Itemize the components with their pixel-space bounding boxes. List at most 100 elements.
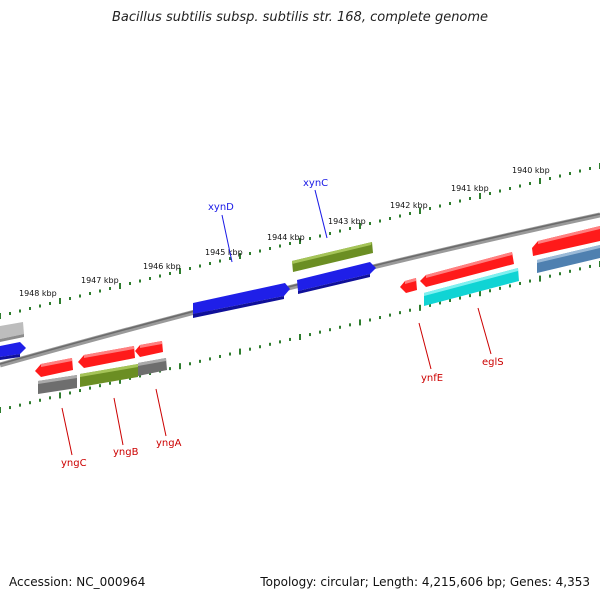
gene-arrow-steelblue[interactable]: [537, 245, 600, 273]
outer-tick: [399, 214, 401, 218]
outer-tick: [309, 237, 311, 240]
gene-label-xynD[interactable]: xynD: [208, 202, 234, 213]
outer-tick: [139, 279, 141, 283]
inner-tick: [199, 359, 201, 363]
inner-tick: [59, 392, 61, 399]
outer-tick: [19, 309, 21, 313]
inner-tick: [589, 264, 591, 268]
outer-tick: [219, 259, 221, 263]
inner-tick: [89, 386, 91, 390]
inner-tick: [109, 381, 111, 385]
outer-tick: [129, 282, 131, 285]
inner-tick: [0, 407, 1, 413]
outer-tick: [329, 232, 331, 235]
gene-arrow-red-yngB-top[interactable]: [78, 346, 135, 368]
map-title: Bacillus subtilis subsp. subtilis str. 1…: [111, 10, 489, 25]
kbp-labels: 1940 kbp 1941 kbp 1942 kbp 1943 kbp 1944…: [19, 166, 550, 298]
kbp-label-1944: 1944 kbp: [267, 233, 305, 242]
outer-tick: [439, 204, 441, 208]
outer-tick: [29, 307, 31, 310]
gene-arrow-blue-2[interactable]: [297, 262, 376, 291]
inner-tick: [419, 304, 421, 311]
outer-tick: [359, 223, 361, 229]
inner-tick: [379, 316, 381, 320]
inner-tick: [79, 389, 81, 393]
outer-tick: [569, 172, 571, 175]
outer-tick: [99, 289, 101, 293]
inner-tick: [49, 396, 51, 400]
inner-tick: [209, 357, 211, 361]
inner-tick: [9, 406, 11, 410]
outer-tick: [589, 167, 591, 170]
outer-tick: [529, 182, 531, 185]
gene-arrow-blue-left[interactable]: [0, 342, 26, 357]
inner-tick: [509, 284, 511, 288]
outer-tick: [499, 189, 501, 193]
inner-tick: [69, 391, 71, 395]
inner-tick: [339, 325, 341, 329]
inner-tick: [19, 403, 21, 407]
outer-tick: [539, 178, 541, 184]
inner-tick: [299, 334, 301, 340]
outer-tick: [549, 177, 551, 180]
outer-tick: [69, 297, 71, 300]
gene-arrow-gray-left[interactable]: [0, 322, 24, 339]
inner-tick: [459, 296, 461, 300]
outer-tick: [119, 283, 121, 289]
outer-tick: [159, 274, 161, 278]
outer-tick: [369, 222, 371, 225]
outer-tick: [319, 234, 321, 238]
kbp-label-1941: 1941 kbp: [451, 184, 489, 193]
inner-tick: [559, 272, 561, 276]
outer-tick: [239, 253, 241, 259]
inner-tick: [309, 333, 311, 337]
gene-label-ynfE[interactable]: ynfE: [421, 373, 443, 384]
gene-label-yngA[interactable]: yngA: [156, 438, 182, 449]
inner-tick: [449, 299, 451, 302]
outer-tick: [39, 304, 41, 308]
outer-tick: [229, 257, 231, 260]
kbp-label-1946: 1946 kbp: [143, 262, 181, 271]
inner-tick: [399, 311, 401, 315]
outer-tick: [289, 242, 291, 245]
outer-tick: [469, 197, 471, 200]
outer-tick: [169, 272, 171, 275]
gene-arrow-xynD[interactable]: [193, 283, 290, 314]
accession-text: Accession: NC_000964: [9, 575, 146, 589]
gene-label-xynC[interactable]: xynC: [303, 178, 328, 189]
gene-arrow-eglS[interactable]: [424, 268, 519, 306]
outer-tick: [269, 247, 271, 250]
gene-label-yngC[interactable]: yngC: [61, 458, 87, 469]
outer-tick: [49, 302, 51, 305]
outer-tick: [429, 207, 431, 210]
inner-tick: [439, 301, 441, 305]
gene-label-eglS[interactable]: eglS: [482, 357, 504, 368]
gene-label-yngB[interactable]: yngB: [113, 447, 139, 458]
outer-tick: [189, 267, 191, 270]
inner-tick: [359, 319, 361, 326]
inner-tick: [469, 294, 471, 298]
gene-arrow-yngB[interactable]: [80, 364, 138, 387]
forward-genes: [0, 226, 600, 360]
outer-tick: [149, 277, 151, 280]
outer-tick: [209, 262, 211, 265]
leader-lines: [61, 189, 492, 456]
kbp-label-1948: 1948 kbp: [19, 289, 57, 298]
inner-tick: [119, 377, 121, 384]
inner-tick: [369, 318, 371, 322]
gene-arrow-red-right[interactable]: [532, 226, 600, 256]
inner-tick: [269, 342, 271, 346]
outer-tick: [419, 208, 421, 214]
inner-tick: [239, 348, 241, 355]
outer-tick: [489, 192, 491, 195]
inner-tick: [259, 345, 261, 349]
outer-tick: [89, 292, 91, 295]
inner-tick: [39, 398, 41, 402]
gene-arrow-xynC[interactable]: [292, 242, 373, 272]
outer-tick: [339, 229, 341, 233]
outer-tick: [299, 238, 301, 244]
inner-tick: [519, 281, 521, 285]
inner-tick: [29, 401, 31, 405]
gene-arrow-red-yngC-top[interactable]: [35, 358, 73, 377]
inner-tick: [579, 267, 581, 271]
